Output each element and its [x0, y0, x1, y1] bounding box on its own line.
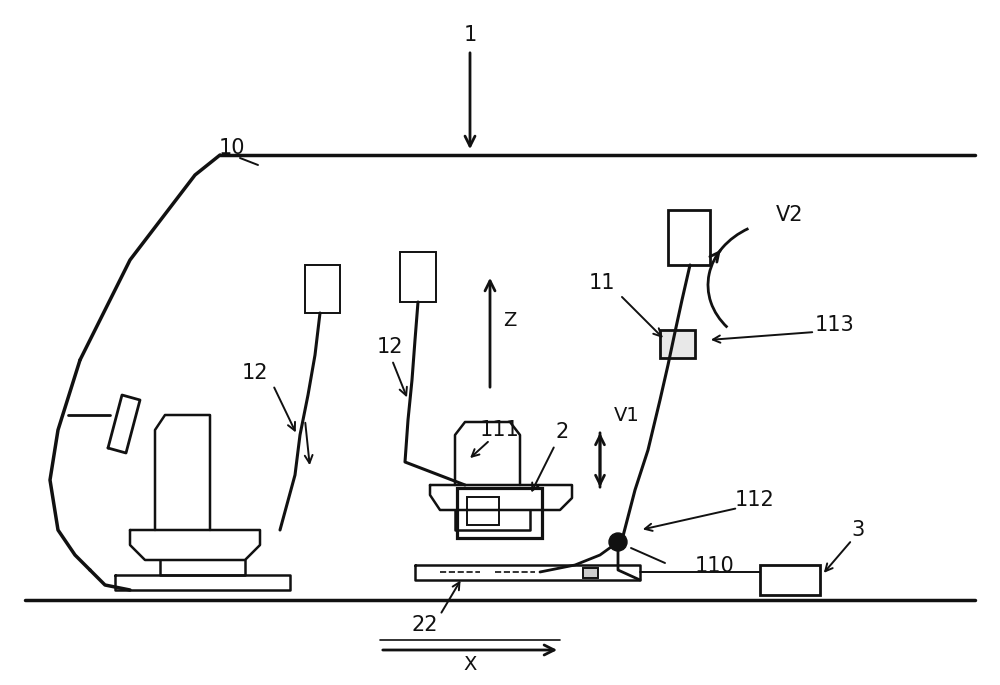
Text: 1: 1	[463, 25, 477, 45]
Bar	[760, 565, 820, 595]
Bar	[660, 330, 695, 358]
Text: X: X	[463, 656, 477, 675]
Bar	[457, 488, 542, 538]
Text: 3: 3	[851, 520, 865, 540]
Bar	[305, 265, 340, 313]
Text: 2: 2	[555, 422, 569, 442]
Circle shape	[609, 533, 627, 551]
Text: 12: 12	[242, 363, 268, 383]
Bar	[583, 568, 598, 578]
Text: V1: V1	[614, 406, 640, 425]
Text: 22: 22	[412, 615, 438, 635]
Text: Z: Z	[503, 310, 517, 329]
Text: 112: 112	[735, 490, 775, 510]
Text: 12: 12	[377, 337, 403, 357]
Text: 111: 111	[480, 420, 520, 440]
Bar	[467, 497, 499, 525]
Text: 110: 110	[695, 556, 735, 576]
Bar	[400, 252, 436, 302]
Text: V2: V2	[776, 205, 804, 225]
Text: 11: 11	[589, 273, 615, 293]
Text: 10: 10	[219, 138, 245, 158]
Text: 113: 113	[815, 315, 855, 335]
Bar	[668, 210, 710, 265]
